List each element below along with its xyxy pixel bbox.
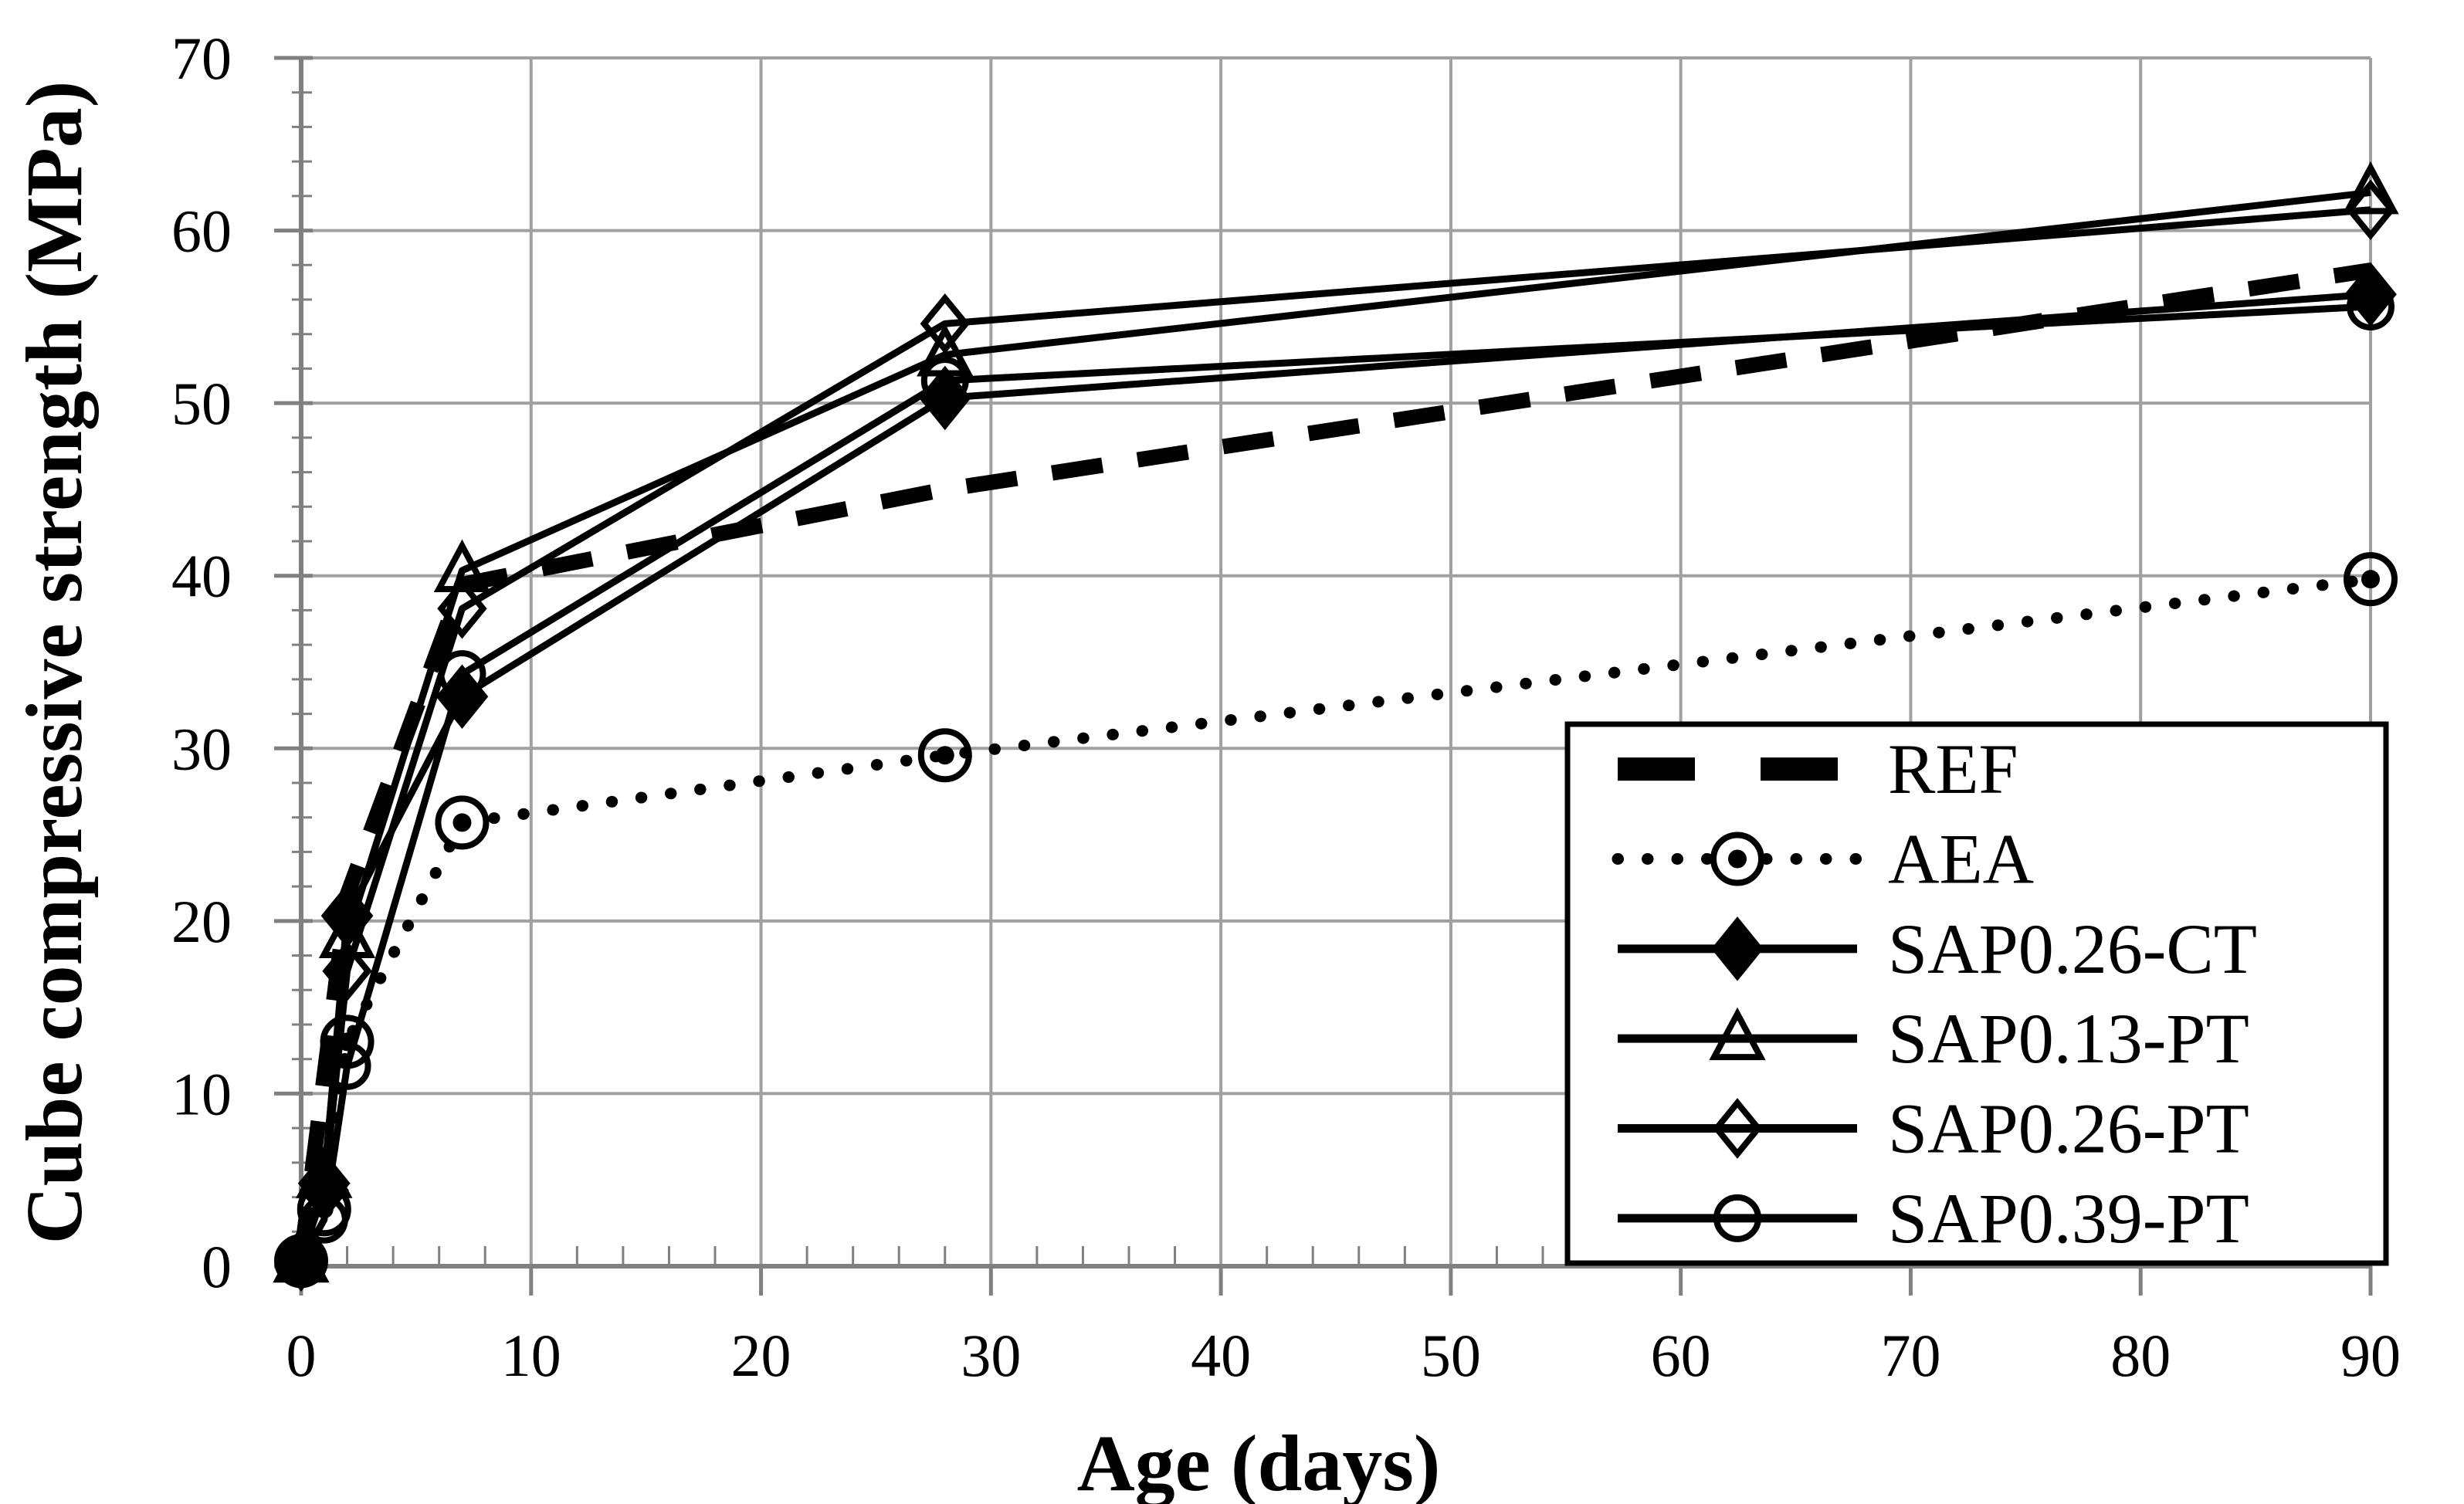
x-tick-label: 10 [501, 1322, 561, 1389]
legend-entry-AEA: AEA [1612, 820, 2034, 899]
x-tick-label: 80 [2110, 1322, 2171, 1389]
x-tick-label: 90 [2340, 1322, 2401, 1389]
y-tick-label: 60 [171, 198, 232, 265]
data-point-marker-AEA-center-dot [452, 813, 472, 832]
legend-label: SAP0.26-CT [1888, 910, 2257, 988]
series-line-SAP0.39-PT [298, 303, 2371, 1263]
legend-marker-SAP0.26-CT [1711, 916, 1764, 981]
legend-marker-SAP0.39-PT [1713, 1194, 1761, 1242]
legend-marker-SAP0.13-PT [1709, 1007, 1766, 1061]
legend: REF AEA SAP0.26-CT SAP0.13-PT SAP0.26-PT SAP0… [1564, 721, 2389, 1266]
x-tick-label: 50 [1421, 1322, 1481, 1389]
data-point-marker-SAP0.26-PT [920, 293, 970, 354]
y-tick-label: 50 [171, 370, 232, 437]
data-point-marker-SAP0.26-CT [2344, 262, 2397, 327]
series-REF [293, 263, 2372, 1259]
data-point-marker-SAP0.26-CT [320, 883, 374, 948]
legend-label: SAP0.13-PT [1888, 999, 2249, 1078]
legend-marker-AEA [1710, 832, 1764, 886]
y-tick-label: 70 [171, 25, 232, 92]
y-tick-label: 0 [202, 1233, 232, 1300]
legend-entry-SAP0.26-PT: SAP0.26-PT [1618, 1089, 2249, 1168]
x-tick-label: 60 [1651, 1322, 1711, 1389]
data-point-marker-SAP0.39-PT [323, 1042, 371, 1090]
legend-box [1564, 721, 2389, 1266]
x-axis-title: Age (days) [1077, 1419, 1441, 1504]
legend-marker-AEA-center-dot [1728, 849, 1747, 869]
data-point-marker-SAP0.26-CT [297, 1150, 351, 1216]
legend-label: SAP0.26-PT [1888, 1089, 2249, 1168]
data-point-marker-SAP0.26-PT [437, 578, 487, 639]
data-point-marker-AEA-center-dot [2361, 570, 2380, 589]
data-point-marker-AEA [2344, 552, 2398, 607]
data-point-marker-AEA [917, 728, 972, 783]
y-tick-label: 40 [171, 543, 232, 610]
tick-labels: 0 10 20 30 40 50 60 70 80 90 0 10 20 30 40 50 60 70 [171, 25, 2401, 1389]
series-SAP0.39-PT [277, 282, 2395, 1286]
legend-marker-SAP0.26-PT [1712, 1098, 1763, 1159]
y-axis-title: Cube compressive strength (MPa) [10, 81, 99, 1245]
x-tick-label: 20 [731, 1322, 791, 1389]
data-point-marker-SAP0.26-CT [436, 664, 489, 729]
legend-label: AEA [1888, 820, 2034, 899]
x-tick-label: 70 [1880, 1322, 1940, 1389]
data-point-marker-AEA [435, 795, 490, 850]
x-tick-label: 30 [961, 1322, 1021, 1389]
x-tick-label: 40 [1191, 1322, 1251, 1389]
x-tick-label: 0 [286, 1322, 317, 1389]
data-point-marker-SAP0.26-PT [2345, 179, 2396, 241]
data-point-marker-SAP0.13-PT [433, 539, 491, 593]
series-group [273, 161, 2399, 1292]
y-tick-label: 30 [171, 715, 232, 782]
legend-entry-REF: REF [1618, 730, 2018, 808]
legend-label: REF [1888, 730, 2018, 808]
legend-entry-SAP0.39-PT: SAP0.39-PT [1618, 1179, 2249, 1258]
data-point-marker-AEA-center-dot [935, 746, 954, 765]
legend-entry-SAP0.13-PT: SAP0.13-PT [1618, 999, 2249, 1078]
series-SAP0.26-CT [275, 262, 2397, 1292]
legend-label: SAP0.39-PT [1888, 1179, 2249, 1258]
data-point-marker-SAP0.26-CT [275, 1227, 327, 1292]
data-point-marker-SAP0.26-CT [918, 365, 971, 431]
data-point-marker-SAP0.26-PT [322, 940, 372, 1002]
series-line-REF [293, 263, 2372, 1259]
y-tick-label: 20 [171, 888, 232, 955]
legend-entry-SAP0.26-CT: SAP0.26-CT [1618, 910, 2257, 988]
y-tick-label: 10 [171, 1060, 232, 1127]
